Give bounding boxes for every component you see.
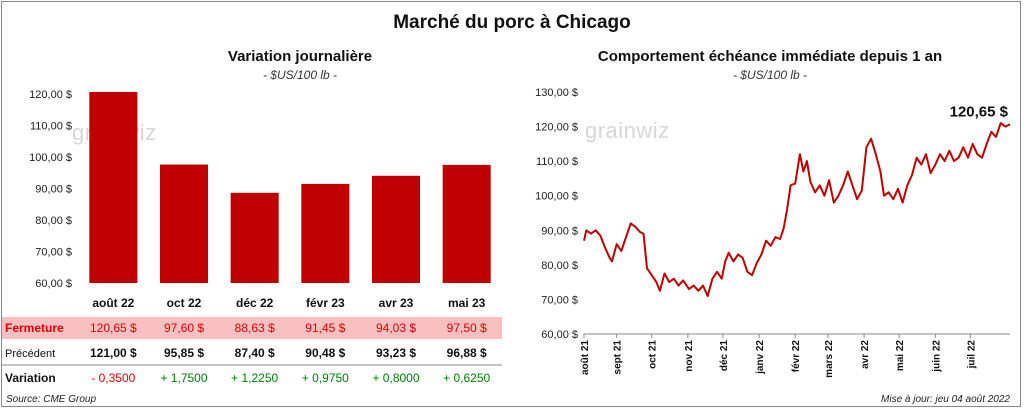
bar	[159, 164, 209, 283]
y-tick-label: 70,00 $	[541, 294, 578, 306]
left-chart-subtitle: - $US/100 lb -	[262, 68, 338, 82]
table-cell: + 1,7500	[160, 371, 207, 385]
watermark-right: grainwiz	[585, 118, 670, 143]
table-row-label: Variation	[5, 371, 56, 385]
x-tick-label: mars 22	[824, 340, 835, 378]
y-tick-label: 120,00 $	[535, 122, 578, 134]
table-row-label: Précédent	[5, 348, 55, 360]
bar	[230, 192, 279, 283]
x-tick-label: avr 22	[860, 340, 871, 369]
y-tick-label: 60,00 $	[541, 329, 578, 341]
bar	[442, 164, 491, 283]
line-chart: grainwiz 60,00 $ 70,00 $ 80,00 $ 90,00 $ 100,…	[535, 87, 1011, 378]
table-cell: + 0,6250	[443, 371, 490, 385]
table-cell: 97,60 $	[164, 321, 204, 335]
y-tick-label: 110,00 $	[30, 121, 72, 133]
right-chart-subtitle: - $US/100 lb -	[732, 68, 808, 82]
table-cell: + 1,2250	[231, 371, 278, 385]
table-cell: 96,88 $	[447, 346, 487, 360]
table-cell: 94,03 $	[376, 321, 416, 335]
table-cell: + 0,9750	[302, 371, 349, 385]
y-tick-label: 130,00 $	[535, 87, 578, 99]
x-category-label: mai 23	[448, 296, 486, 310]
y-tick-label: 60,00 $	[35, 278, 72, 290]
y-tick-label: 70,00 $	[35, 247, 72, 259]
x-category-label: avr 23	[379, 296, 414, 310]
y-tick-label: 90,00 $	[35, 184, 72, 196]
y-tick-label: 100,00 $	[535, 191, 578, 203]
update-note: Mise à jour: jeu 04 août 2022	[881, 394, 1010, 405]
y-tick-label: 100,00 $	[29, 152, 72, 164]
x-tick-label: mai 22	[895, 340, 906, 372]
table-cell: 97,50 $	[447, 321, 487, 335]
y-tick-label: 120,00 $	[29, 89, 72, 101]
x-tick-label: déc 21	[719, 340, 730, 372]
x-category-label: août 22	[92, 296, 134, 310]
x-tick-label: août 21	[580, 340, 591, 375]
table-row-label: Fermeture	[5, 321, 64, 335]
closing-row-highlight	[2, 317, 502, 339]
table-cell: 87,40 $	[235, 346, 275, 360]
x-tick-label: janv 22	[755, 340, 766, 375]
table-cell: 93,23 $	[376, 346, 416, 360]
source-note: Source: CME Group	[6, 394, 97, 405]
y-tick-label: 80,00 $	[35, 215, 72, 227]
main-title: Marché du porc à Chicago	[393, 12, 631, 33]
last-price-label: 120,65 $	[950, 103, 1009, 120]
x-category-label: févr 23	[306, 296, 345, 310]
y-tick-label: 80,00 $	[541, 260, 578, 272]
table-cell: 91,45 $	[305, 321, 345, 335]
y-tick-label: 110,00 $	[536, 156, 578, 168]
bar	[301, 183, 350, 283]
left-chart-title: Variation journalière	[227, 48, 373, 65]
x-tick-label: nov 21	[684, 340, 695, 372]
x-tick-label: juin 22	[931, 340, 942, 373]
table-cell: - 0,3500	[91, 371, 135, 385]
x-category-label: oct 22	[167, 296, 202, 310]
x-tick-label: févr 22	[791, 340, 802, 373]
table-cell: + 0,8000	[372, 371, 419, 385]
bar	[89, 91, 138, 283]
table-cell: 95,85 $	[164, 346, 204, 360]
x-tick-label: oct 21	[648, 340, 659, 369]
x-tick-label: juil 22	[966, 340, 977, 370]
y-tick-label: 90,00 $	[541, 225, 578, 237]
x-tick-label: sept 21	[613, 340, 624, 375]
x-category-label: déc 22	[236, 296, 274, 310]
price-line	[583, 122, 1011, 297]
table-cell: 88,63 $	[235, 321, 275, 335]
table-cell: 121,00 $	[90, 346, 137, 360]
table-cell: 120,65 $	[90, 321, 137, 335]
bar	[371, 175, 421, 283]
right-chart-title: Comportement échéance immédiate depuis 1…	[597, 48, 943, 65]
table-cell: 90,48 $	[305, 346, 345, 360]
